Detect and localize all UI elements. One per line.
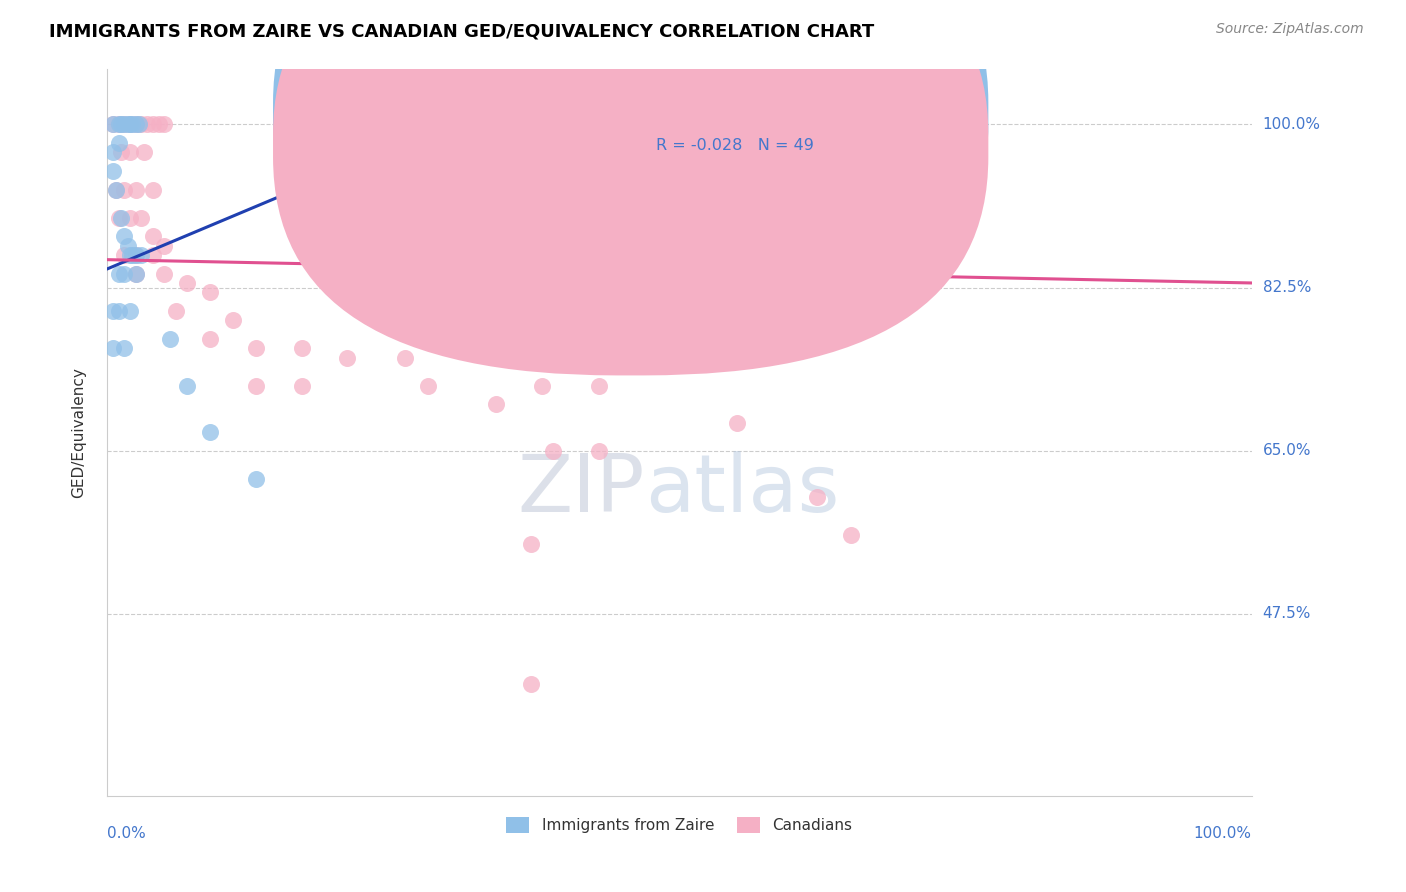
Point xyxy=(125,248,148,262)
Point xyxy=(588,378,610,392)
Point xyxy=(131,211,153,225)
Point xyxy=(125,118,148,132)
Point xyxy=(101,164,124,178)
Point xyxy=(112,183,135,197)
Point xyxy=(416,378,439,392)
Point xyxy=(142,229,165,244)
Point xyxy=(136,118,159,132)
Text: 100.0%: 100.0% xyxy=(1194,826,1251,841)
Point xyxy=(394,351,416,365)
Point xyxy=(198,332,221,346)
Point xyxy=(118,211,141,225)
Point xyxy=(125,118,148,132)
Point xyxy=(336,351,359,365)
Point xyxy=(142,248,165,262)
FancyBboxPatch shape xyxy=(273,0,988,376)
Point xyxy=(107,267,129,281)
Point xyxy=(110,118,132,132)
Point xyxy=(101,304,124,318)
Text: 47.5%: 47.5% xyxy=(1263,607,1310,622)
Point xyxy=(112,118,135,132)
Point xyxy=(101,118,124,132)
Point xyxy=(159,332,181,346)
FancyBboxPatch shape xyxy=(599,90,886,174)
Point xyxy=(291,341,314,355)
Point xyxy=(110,211,132,225)
Point xyxy=(519,537,541,551)
Point xyxy=(245,341,267,355)
Point xyxy=(519,677,541,691)
Point xyxy=(112,341,135,355)
Point xyxy=(125,267,148,281)
Text: R = -0.028   N = 49: R = -0.028 N = 49 xyxy=(657,138,814,153)
Point xyxy=(105,183,128,197)
Point xyxy=(839,527,862,541)
Point xyxy=(128,118,150,132)
Point xyxy=(101,118,124,132)
Y-axis label: GED/Equivalency: GED/Equivalency xyxy=(72,367,86,498)
Point xyxy=(198,285,221,300)
Point xyxy=(107,118,129,132)
Point xyxy=(485,397,508,411)
Point xyxy=(165,304,187,318)
Text: atlas: atlas xyxy=(645,451,839,529)
Text: Source: ZipAtlas.com: Source: ZipAtlas.com xyxy=(1216,22,1364,37)
Point xyxy=(101,145,124,160)
Point xyxy=(117,238,139,252)
Point xyxy=(222,313,245,327)
Point xyxy=(153,267,176,281)
Point xyxy=(291,378,314,392)
Point xyxy=(153,118,176,132)
Text: 82.5%: 82.5% xyxy=(1263,280,1310,295)
Text: R =  0.354   N = 32: R = 0.354 N = 32 xyxy=(657,106,813,121)
Point xyxy=(118,118,141,132)
Point xyxy=(142,183,165,197)
Point xyxy=(110,145,132,160)
Point xyxy=(105,183,128,197)
Point xyxy=(118,248,141,262)
Point xyxy=(245,378,267,392)
Point xyxy=(118,304,141,318)
Text: 0.0%: 0.0% xyxy=(107,826,146,841)
Point xyxy=(198,425,221,439)
Point xyxy=(121,248,143,262)
Point xyxy=(112,118,135,132)
Point xyxy=(125,248,148,262)
Text: 100.0%: 100.0% xyxy=(1263,117,1320,132)
Text: ZIP: ZIP xyxy=(517,451,645,529)
FancyBboxPatch shape xyxy=(273,0,988,343)
Point xyxy=(142,118,165,132)
Point xyxy=(725,416,748,430)
Point xyxy=(132,145,155,160)
Point xyxy=(112,267,135,281)
Point xyxy=(543,443,565,458)
Point xyxy=(112,229,135,244)
Point xyxy=(588,443,610,458)
Point xyxy=(176,276,198,290)
Point xyxy=(118,145,141,160)
Point xyxy=(131,248,153,262)
Text: IMMIGRANTS FROM ZAIRE VS CANADIAN GED/EQUIVALENCY CORRELATION CHART: IMMIGRANTS FROM ZAIRE VS CANADIAN GED/EQ… xyxy=(49,22,875,40)
Point xyxy=(112,248,135,262)
Point xyxy=(530,378,553,392)
Point xyxy=(107,211,129,225)
Text: 65.0%: 65.0% xyxy=(1263,443,1312,458)
Point xyxy=(153,238,176,252)
Point xyxy=(101,341,124,355)
Point xyxy=(121,118,143,132)
Legend: Immigrants from Zaire, Canadians: Immigrants from Zaire, Canadians xyxy=(501,811,858,839)
Point xyxy=(131,118,153,132)
Point xyxy=(125,267,148,281)
Point xyxy=(148,118,170,132)
Point xyxy=(107,304,129,318)
Point xyxy=(125,183,148,197)
Point xyxy=(107,118,129,132)
Point xyxy=(117,118,139,132)
Point xyxy=(806,491,828,505)
Point xyxy=(176,378,198,392)
Point xyxy=(245,472,267,486)
Point xyxy=(118,118,141,132)
Point xyxy=(107,136,129,150)
